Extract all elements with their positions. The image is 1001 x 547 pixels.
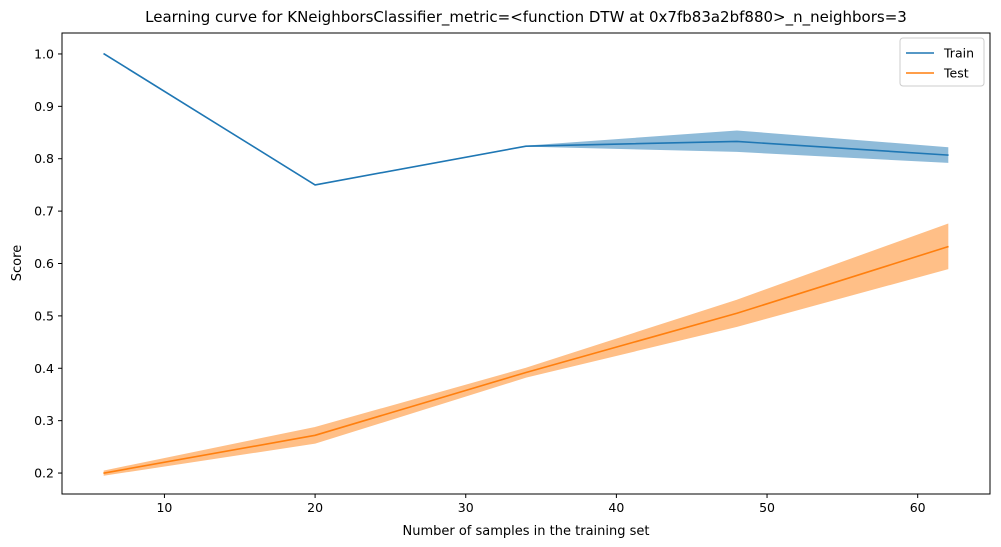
x-tick-label: 40 [608, 500, 624, 515]
y-tick-label: 0.7 [34, 204, 54, 219]
legend-label-test: Test [943, 66, 969, 81]
series-lines [103, 52, 949, 474]
y-tick-label: 0.2 [34, 466, 54, 481]
legend-label-train: Train [943, 46, 974, 61]
x-axis-ticks: 10 20 30 40 50 60 [156, 494, 926, 515]
y-tick-label: 0.8 [34, 151, 54, 166]
y-axis-ticks: 0.2 0.3 0.4 0.5 0.6 0.7 0.8 0.9 1.0 [34, 46, 62, 481]
y-tick-label: 0.9 [34, 99, 54, 114]
test-series-line [103, 245, 949, 474]
train-series-line [103, 52, 949, 186]
y-tick-label: 0.3 [34, 413, 54, 428]
confidence-bands [103, 53, 949, 476]
legend: Train Test [899, 37, 985, 87]
chart-title: Learning curve for KNeighborsClassifier_… [145, 8, 907, 27]
x-tick-label: 10 [156, 500, 172, 515]
test-confidence-band [103, 223, 949, 476]
x-tick-label: 50 [759, 500, 775, 515]
y-axis-label: Score [10, 245, 25, 281]
y-tick-label: 0.6 [34, 256, 54, 271]
x-tick-label: 60 [910, 500, 926, 515]
legend-box [899, 37, 985, 87]
x-tick-label: 20 [307, 500, 323, 515]
x-axis-label: Number of samples in the training set [403, 524, 650, 539]
y-tick-label: 0.5 [34, 308, 54, 323]
x-tick-label: 30 [458, 500, 474, 515]
y-tick-label: 1.0 [34, 46, 54, 61]
train-confidence-band [103, 53, 949, 186]
y-tick-label: 0.4 [34, 361, 54, 376]
